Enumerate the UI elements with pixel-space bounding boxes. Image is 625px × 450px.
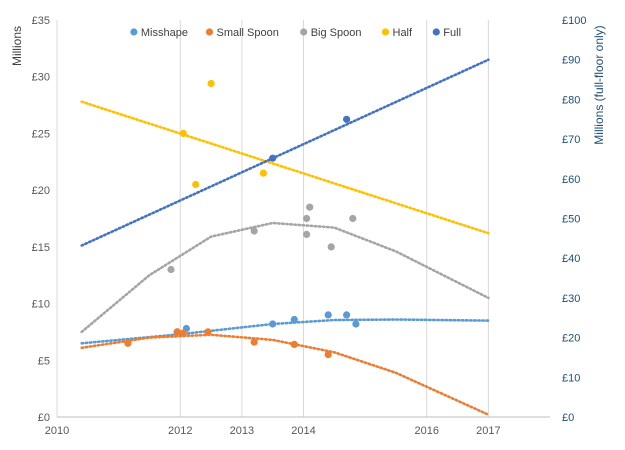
y-right-tick-label: £60: [562, 174, 580, 186]
y-left-tick-label: £10: [32, 299, 50, 311]
legend-label: Big Spoon: [311, 27, 362, 39]
trendline-big-spoon: [80, 221, 490, 334]
y-right-tick-label: £30: [562, 293, 580, 305]
y-right-axis-title: Millions (full-floor only): [592, 25, 606, 144]
data-point-big-spoon: [303, 230, 311, 238]
data-point-small-spoon: [324, 351, 332, 359]
y-left-axis-title: Millions: [10, 26, 24, 66]
legend-label: Small Spoon: [217, 27, 279, 39]
data-point-full: [343, 115, 351, 123]
y-left-tick-label: £20: [32, 185, 50, 197]
x-tick-label: 2014: [291, 425, 315, 437]
y-right-tick-label: £80: [562, 94, 580, 106]
trendline-full: [80, 58, 490, 247]
y-right-tick-label: £90: [562, 55, 580, 67]
data-point-small-spoon: [250, 338, 258, 346]
data-point-big-spoon: [250, 227, 258, 235]
trendline-small-spoon: [80, 333, 490, 417]
legend-marker-big-spoon: [300, 28, 308, 36]
y-left-tick-label: £0: [38, 412, 50, 424]
y-left-tick-label: £5: [38, 355, 50, 367]
trendline-half: [80, 100, 490, 235]
data-point-full: [269, 154, 277, 162]
y-right-tick-label: £20: [562, 333, 580, 345]
data-point-small-spoon: [179, 329, 187, 337]
data-point-half: [179, 129, 187, 137]
data-point-big-spoon: [303, 214, 311, 223]
data-point-big-spoon: [349, 214, 357, 223]
data-point-big-spoon: [306, 203, 314, 211]
y-right-tick-label: £100: [562, 15, 586, 27]
legend-marker-full: [432, 28, 440, 36]
data-point-misshape: [352, 320, 360, 328]
y-left-tick-label: £15: [32, 242, 50, 254]
y-right-tick-label: £0: [562, 412, 574, 424]
legend-marker-half: [381, 28, 390, 36]
x-tick-label: 2017: [476, 425, 500, 437]
y-right-tick-label: £70: [562, 134, 580, 146]
data-point-half: [207, 79, 215, 88]
x-tick-label: 2016: [415, 425, 439, 437]
data-point-big-spoon: [327, 243, 335, 251]
legend-label: Half: [393, 27, 414, 39]
data-point-small-spoon: [290, 340, 298, 348]
data-point-half: [259, 169, 267, 177]
data-point-misshape: [324, 311, 332, 319]
data-point-small-spoon: [124, 339, 132, 347]
legend-label: Misshape: [141, 27, 188, 39]
data-point-small-spoon: [173, 328, 181, 336]
legend-label: Full: [443, 27, 461, 39]
data-point-misshape: [343, 311, 351, 319]
data-point-big-spoon: [167, 265, 175, 274]
x-tick-label: 2010: [45, 425, 69, 437]
y-right-tick-label: £10: [562, 372, 580, 384]
data-point-small-spoon: [204, 328, 212, 336]
data-point-misshape: [269, 320, 277, 328]
data-point-half: [192, 180, 200, 189]
legend-marker-misshape: [130, 28, 138, 36]
y-right-tick-label: £40: [562, 253, 580, 265]
y-right-tick-label: £50: [562, 214, 580, 226]
x-tick-label: 2013: [230, 425, 254, 437]
x-tick-label: 2012: [168, 425, 192, 437]
y-left-tick-label: £25: [32, 128, 50, 140]
y-left-tick-label: £30: [32, 72, 50, 84]
legend-marker-small-spoon: [205, 28, 214, 36]
y-left-tick-label: £35: [32, 15, 50, 27]
data-point-misshape: [290, 315, 298, 324]
